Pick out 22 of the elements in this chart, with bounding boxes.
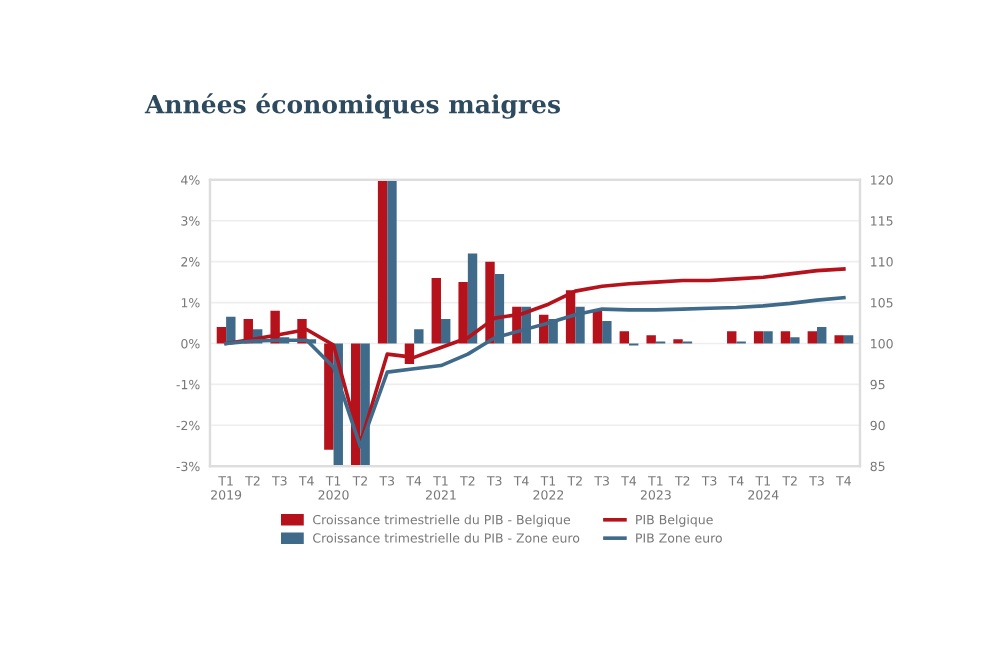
bar: [843, 335, 854, 344]
bar: [646, 335, 656, 344]
bar: [592, 310, 603, 344]
bar: [377, 179, 388, 344]
bar: [834, 335, 844, 344]
bar: [440, 318, 451, 344]
bar: [575, 306, 585, 344]
bar: [780, 331, 791, 344]
bar: [619, 331, 630, 344]
bar: [790, 337, 800, 344]
bar: [431, 278, 441, 344]
chart-title: Années économiques maigres: [144, 93, 561, 119]
bar: [807, 331, 818, 344]
bar: [414, 329, 424, 344]
bar: [602, 320, 612, 344]
bar: [817, 327, 827, 344]
bar: [753, 331, 764, 344]
bar: [467, 253, 478, 344]
bar: [458, 282, 468, 344]
bar: [387, 179, 397, 344]
bar: [763, 331, 773, 344]
bar: [727, 331, 737, 344]
